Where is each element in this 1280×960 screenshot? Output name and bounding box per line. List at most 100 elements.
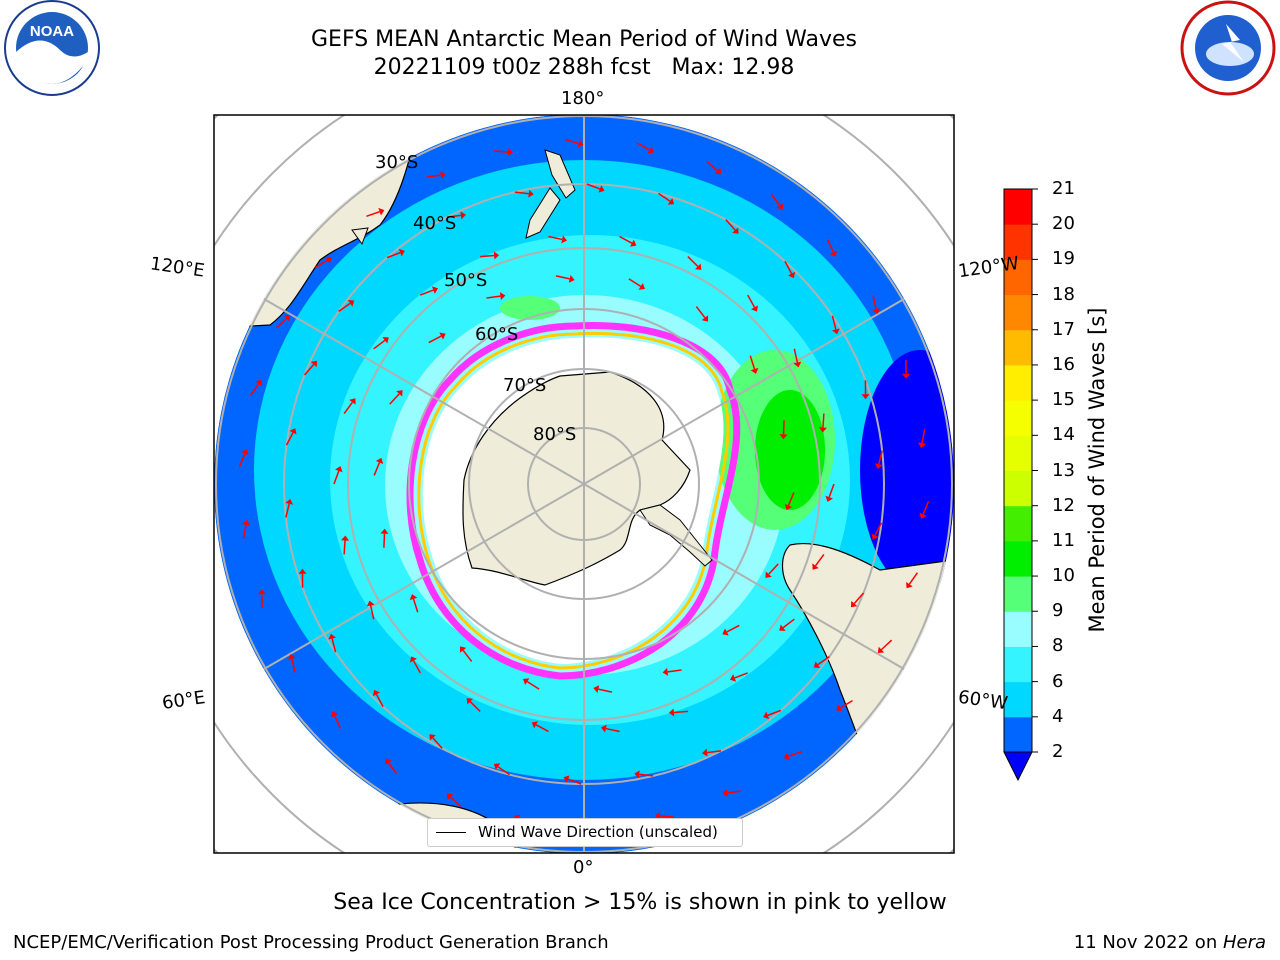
colorbar-tick-label: 19 (1052, 248, 1075, 270)
wave-arrow-shaft (486, 295, 501, 299)
wave-arrow-shaft (497, 766, 510, 776)
sea-ice-edge (406, 321, 741, 680)
lon-label-bottom: 0° (573, 857, 594, 878)
new-zealand-north (544, 149, 576, 199)
wave-arrow-shaft (831, 315, 837, 330)
wave-arrow-shaft (426, 174, 441, 178)
colorbar-bin (1004, 540, 1032, 577)
wave-arrow-head (861, 394, 870, 400)
wave-arrow-head (634, 770, 640, 779)
wave-arrow-head (431, 286, 439, 294)
wave-arrow-head (722, 788, 728, 797)
wave-arrow-head (429, 734, 436, 741)
wave-arrow-head (872, 308, 881, 315)
wave-arrow-shaft (749, 355, 756, 370)
wave-arrow-shaft (787, 492, 795, 506)
wave-arrow-shaft (343, 401, 354, 415)
wave-arrow-shaft (389, 393, 400, 405)
wave-arrow-shaft (639, 773, 654, 777)
colorbar-tick-label: 2 (1052, 741, 1064, 762)
wave-arrow-shaft (333, 470, 340, 485)
wave-arrow-head (380, 528, 389, 534)
wave-arrow-shaft (908, 572, 919, 585)
wave-arrow-head (398, 248, 405, 257)
wave-arrow-head (366, 600, 375, 607)
colorbar-bin (1004, 259, 1032, 296)
lat-label-50s: 50°S (444, 270, 488, 291)
wave-arrow-head (647, 146, 654, 154)
wave-arrow-shaft (369, 605, 375, 620)
wave-arrow-head (871, 533, 879, 540)
wave-arrow-shaft (826, 239, 835, 253)
wave-arrow-shaft (366, 210, 380, 217)
wave-arrow-shaft (514, 191, 529, 195)
wave-arrow-head (493, 763, 501, 770)
wave-arrow-head (722, 628, 729, 636)
wave-arrow-shaft (880, 639, 893, 651)
wave-arrow-shaft (333, 715, 342, 729)
wave-arrow-head (751, 305, 759, 312)
colorbar-tick-label: 17 (1052, 318, 1075, 340)
wave-arrow-shaft (338, 302, 351, 312)
antarctic-peninsula (639, 504, 713, 567)
wave-arrow-head (750, 367, 759, 374)
wave-arrow-head (662, 667, 669, 676)
wave-arrow-shaft (822, 413, 825, 428)
wave-arrow-head (493, 251, 500, 260)
wave-arrow-head (384, 758, 392, 765)
footer-date: 11 Nov 2022 on Hera (1074, 932, 1266, 953)
sea-ice-caption: Sea Ice Concentration > 15% is shown in … (333, 890, 947, 915)
wave-arrow-shaft (432, 737, 443, 749)
wave-arrow-head (242, 519, 250, 526)
colorbar-tick-label: 18 (1052, 283, 1075, 305)
lon-label-top: 180° (561, 88, 605, 109)
lat-label-60s: 60°S (475, 324, 519, 345)
footer-date-text: 11 Nov 2022 on (1073, 932, 1223, 953)
title-line-2: 20221109 t00z 288h fcst Max: 12.98 (373, 55, 795, 80)
wave-arrow-head (528, 189, 534, 198)
wave-arrow-shaft (285, 432, 294, 446)
wave-arrow-shaft (667, 669, 682, 673)
wave-arrow-head (701, 315, 709, 322)
wave-arrow-head (330, 711, 339, 718)
wave-arrow-shaft (469, 701, 481, 712)
wave-arrow-shaft (315, 259, 328, 269)
wave-arrow-shaft (828, 483, 835, 498)
colorbar-tick-label: 8 (1052, 635, 1064, 657)
wave-arrow-shaft (605, 727, 620, 733)
wave-arrow-shaft (727, 790, 742, 794)
wave-arrow-head (779, 624, 786, 631)
colorbar-bin (1004, 329, 1032, 366)
wave-arrow-shaft (375, 693, 384, 708)
wave-band-2-4-east (860, 350, 954, 590)
lat-label-70s: 70°S (503, 375, 547, 396)
wave-band-9-10-north (500, 296, 560, 320)
wave-arrow-head (499, 292, 506, 301)
colorbar-bin (1004, 294, 1032, 331)
wave-arrow-shaft (706, 750, 722, 754)
wave-arrow-head (568, 274, 575, 283)
wave-arrow-shaft (726, 624, 740, 633)
colorbar-bin (1004, 224, 1032, 260)
colorbar-tick-label: 4 (1052, 705, 1064, 727)
wave-arrow-head (874, 463, 883, 470)
wave-arrow-head (409, 594, 418, 601)
wave-arrow-head (598, 185, 605, 193)
wave-arrow-shaft (565, 138, 579, 145)
wave-arrow-head (787, 271, 796, 279)
wave-arrow-shaft (285, 503, 290, 518)
wave-arrow-head (667, 198, 675, 205)
wave-arrow-shaft (412, 660, 421, 674)
wave-arrow-head (577, 139, 584, 148)
wave-arrow-head (409, 656, 417, 663)
wave-arrow-head (812, 563, 819, 570)
legend-text: Wind Wave Direction (unscaled) (478, 823, 718, 841)
wave-arrow-shaft (373, 462, 381, 476)
wave-arrow-head (460, 211, 466, 220)
wave-arrow-shaft (659, 815, 674, 818)
wave-arrow-shaft (793, 348, 799, 363)
wave-arrow-shaft (922, 501, 930, 515)
wave-arrow-head (347, 300, 355, 307)
wave-arrow-head (440, 171, 446, 180)
wave-arrow-shaft (449, 796, 462, 807)
